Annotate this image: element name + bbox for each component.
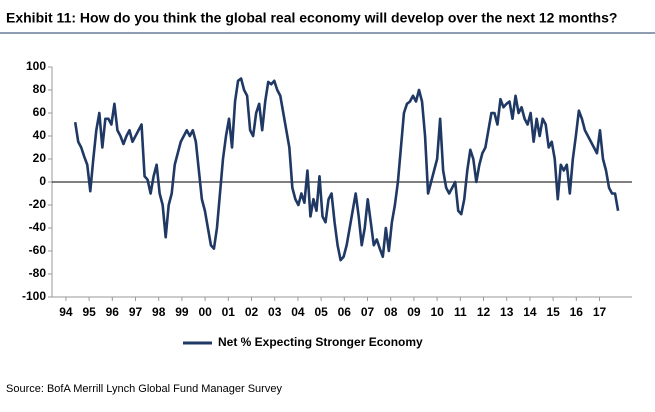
x-tick-label: 97 — [129, 305, 143, 319]
x-tick-label: 05 — [314, 305, 328, 319]
y-tick-label: -60 — [29, 243, 47, 257]
x-tick-label: 08 — [384, 305, 398, 319]
x-tick-label: 98 — [152, 305, 166, 319]
x-tick-label: 95 — [82, 305, 96, 319]
x-tick-label: 03 — [268, 305, 282, 319]
legend-label: Net % Expecting Stronger Economy — [218, 335, 423, 349]
x-tick-label: 13 — [500, 305, 514, 319]
x-tick-label: 00 — [198, 305, 212, 319]
series-line — [73, 77, 620, 262]
x-tick-label: 06 — [338, 305, 352, 319]
y-tick-label: -100 — [22, 289, 46, 303]
y-tick-label: -80 — [29, 266, 47, 280]
chart-title: Exhibit 11: How do you think the global … — [6, 10, 617, 26]
y-tick-label: 60 — [33, 105, 47, 119]
x-tick-label: 07 — [361, 305, 375, 319]
source-note: Source: BofA Merrill Lynch Global Fund M… — [6, 383, 282, 395]
x-tick-label: 10 — [430, 305, 444, 319]
y-tick-label: 100 — [26, 59, 46, 73]
x-tick-label: 01 — [222, 305, 236, 319]
y-tick-label: 80 — [33, 82, 47, 96]
y-tick-label: 20 — [33, 151, 47, 165]
x-tick-label: 16 — [570, 305, 584, 319]
y-tick-label: 40 — [33, 128, 47, 142]
x-tick-label: 09 — [407, 305, 421, 319]
x-tick-label: 17 — [593, 305, 607, 319]
x-tick-label: 12 — [477, 305, 491, 319]
x-tick-label: 94 — [59, 305, 73, 319]
y-tick-label: -40 — [29, 220, 47, 234]
x-tick-label: 04 — [291, 305, 305, 319]
x-tick-label: 96 — [106, 305, 120, 319]
y-tick-label: -20 — [29, 197, 47, 211]
y-tick-label: 0 — [39, 174, 46, 188]
x-tick-label: 15 — [546, 305, 560, 319]
x-tick-label: 99 — [175, 305, 189, 319]
x-tick-label: 11 — [454, 305, 467, 319]
x-tick-label: 14 — [523, 305, 537, 319]
x-tick-label: 02 — [245, 305, 259, 319]
